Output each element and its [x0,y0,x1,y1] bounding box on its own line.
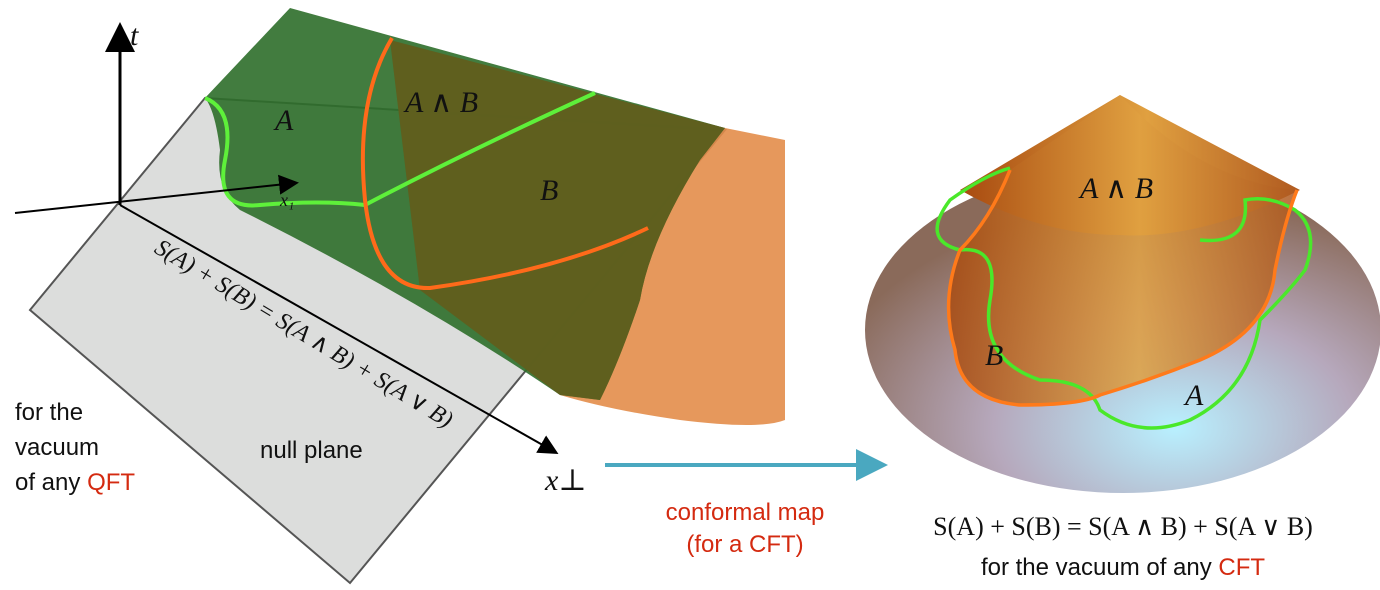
left-panel: t x₁ x⊥ A A ∧ B B S(A) + S(B) = S(A ∧ B)… [15,8,785,583]
note-2: vacuum [15,434,99,461]
note-accent: QFT [87,469,135,496]
xperp-label: x⊥ [544,464,587,497]
region-ab: A ∧ B [403,86,478,119]
note-3: of any QFT [15,469,135,496]
arrow-line1: conformal map [666,499,825,526]
right-note-accent: CFT [1218,554,1265,581]
t-label: t [130,19,139,52]
diagram: t x₁ x⊥ A A ∧ B B S(A) + S(B) = S(A ∧ B)… [0,0,1380,590]
x1-label: x₁ [279,190,294,210]
right-region-a: A [1183,379,1204,412]
region-b: B [540,174,558,207]
right-region-b: B [985,339,1003,372]
note-1: for the [15,399,83,426]
right-note-text: for the vacuum of any [981,554,1212,581]
arrow-line2: (for a CFT) [686,531,803,558]
right-equation: S(A) + S(B) = S(A ∧ B) + S(A ∨ B) [933,512,1313,541]
note-3a: of any [15,469,80,496]
right-note: for the vacuum of any CFT [981,554,1265,581]
right-panel: A ∧ B B A S(A) + S(B) = S(A ∧ B) + S(A ∨… [865,95,1380,581]
region-a: A [273,104,294,137]
plane-label: null plane [260,437,363,464]
right-region-ab: A ∧ B [1078,172,1153,205]
